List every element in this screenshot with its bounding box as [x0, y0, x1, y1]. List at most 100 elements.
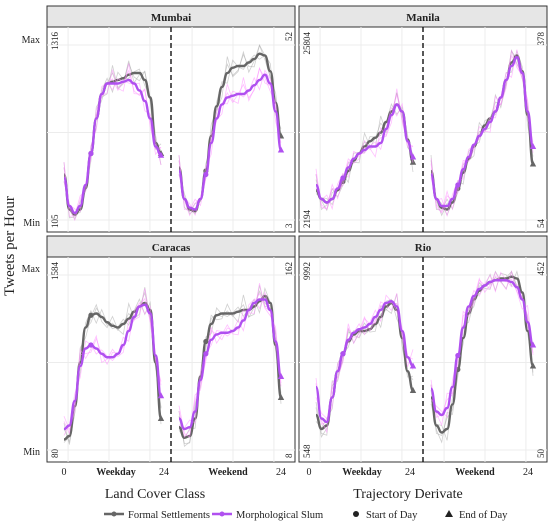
end-of-day-marker	[529, 143, 537, 149]
facet-title: Mumbai	[151, 12, 191, 24]
trajectory-slum	[315, 302, 414, 426]
weekday-label-left: Weekday	[96, 467, 135, 478]
start-of-day-marker	[88, 150, 94, 157]
formal-min-label: 548	[302, 444, 312, 458]
weekend-label-right: Weekend	[455, 467, 495, 478]
end-of-day-marker	[529, 362, 537, 369]
xtick-0-right: 0	[307, 467, 312, 478]
ytick-max-top: Max	[22, 35, 40, 46]
formal-min-label: 105	[50, 214, 60, 228]
legend-end-of-day: End of Day	[445, 510, 508, 521]
trajectory-formal	[178, 44, 282, 213]
end-of-day-marker	[409, 387, 417, 393]
facet-mumbai: Mumbai 1316 105 52 3	[46, 5, 296, 233]
start-of-day-marker	[455, 352, 461, 359]
trajectory-slum	[63, 63, 162, 217]
start-of-day-marker	[340, 351, 346, 357]
end-of-day-marker	[157, 151, 165, 158]
trajectory-slum	[315, 88, 414, 209]
end-of-day-marker	[277, 146, 285, 153]
trajectory-slum	[430, 50, 534, 213]
xtick-24a-left: 24	[159, 467, 169, 478]
series-line-slum-weekend	[429, 56, 535, 208]
slum-max-label: 452	[536, 262, 546, 276]
start-of-day-marker	[88, 342, 94, 348]
slum-max-label: 162	[284, 262, 294, 276]
trajectory-formal	[63, 287, 162, 445]
series-line-slum-weekday	[63, 303, 163, 431]
trajectory-slum	[178, 291, 282, 429]
legend-end-marker	[445, 510, 453, 517]
xtick-24b-right: 24	[523, 467, 533, 478]
facet-manila: Manila 25804 2194 378 54	[298, 5, 548, 233]
legend-slum: Morphological Slum	[212, 510, 323, 521]
legend-formal-label: Formal Settlements	[128, 510, 210, 521]
trajectory-slum	[63, 301, 162, 436]
end-of-day-marker	[157, 415, 165, 421]
series-line-slum-weekday	[315, 103, 415, 204]
formal-min-label: 2194	[302, 210, 312, 229]
end-of-day-marker	[277, 394, 285, 400]
start-of-day-marker	[340, 175, 346, 181]
facet-panels: Mumbai 1316 105 52 3 Manila 25804 2194 378 54 Cara…	[46, 5, 548, 463]
facet-rio: Rio 9992 548 452 50	[298, 235, 548, 463]
series-line-formal-weekday	[62, 71, 162, 216]
series-line-slum-weekday	[314, 300, 414, 424]
weekday-label-right: Weekday	[342, 467, 381, 478]
formal-max-label: 25804	[302, 32, 312, 55]
facet-caracas: Caracas 1584 80 162 8	[46, 235, 296, 463]
plot-area	[46, 256, 296, 463]
ytick-min-top: Min	[23, 218, 40, 229]
y-axis-label: Tweets per Hour	[2, 196, 18, 296]
facet-title: Rio	[415, 242, 432, 254]
ytick-min-bottom: Min	[23, 447, 40, 458]
facet-title: Manila	[406, 12, 440, 24]
legend-slum-dot	[219, 511, 225, 517]
xtick-0-left: 0	[62, 467, 67, 478]
trajectory-slum	[315, 94, 414, 211]
start-of-day-marker	[203, 351, 209, 357]
trajectory-slum	[315, 294, 414, 420]
end-of-day-marker	[409, 153, 417, 160]
legend-start-marker	[353, 511, 359, 517]
formal-min-label: 80	[50, 449, 60, 459]
slum-min-label: 3	[284, 223, 294, 228]
series-line-slum-weekday	[62, 78, 162, 215]
legend-slum-label: Morphological Slum	[236, 510, 323, 521]
legend-formal: Formal Settlements	[104, 510, 210, 521]
trajectory-slum	[63, 297, 162, 435]
xtick-24a-right: 24	[405, 467, 415, 478]
formal-max-label: 1584	[50, 262, 60, 281]
legend-start-of-day: Start of Day	[353, 510, 418, 521]
trajectory-formal	[63, 60, 162, 219]
end-of-day-marker	[529, 341, 537, 348]
trajectory-formal	[63, 68, 162, 216]
legend-formal-dot	[111, 511, 117, 517]
formal-max-label: 1316	[50, 32, 60, 51]
slum-min-label: 54	[536, 219, 546, 229]
end-of-day-marker	[277, 373, 285, 379]
trajectory-slum	[178, 66, 282, 211]
series-line-formal-weekend	[177, 52, 283, 213]
slum-min-label: 50	[536, 449, 546, 459]
trajectory-slum	[63, 78, 162, 213]
start-of-day-marker	[203, 171, 209, 178]
end-of-day-marker	[157, 392, 165, 399]
trajectory-slum	[315, 293, 414, 434]
plot-area	[298, 256, 548, 463]
plot-area	[298, 26, 548, 233]
series-line-slum-weekend	[178, 298, 283, 431]
trajectory-formal	[430, 49, 534, 211]
trajectory-slum	[178, 283, 282, 438]
facet-title: Caracas	[152, 242, 191, 254]
slum-min-label: 8	[284, 453, 294, 458]
start-of-day-marker	[455, 182, 461, 188]
trajectory-slum	[315, 102, 414, 211]
end-of-day-marker	[529, 160, 537, 167]
ytick-max-bottom: Max	[22, 264, 40, 275]
trajectory-slum	[430, 271, 534, 418]
formal-max-label: 9992	[302, 262, 312, 280]
legend-trajectory-title: Trajectory Derivate	[353, 487, 463, 502]
trajectory-slum	[430, 270, 534, 427]
